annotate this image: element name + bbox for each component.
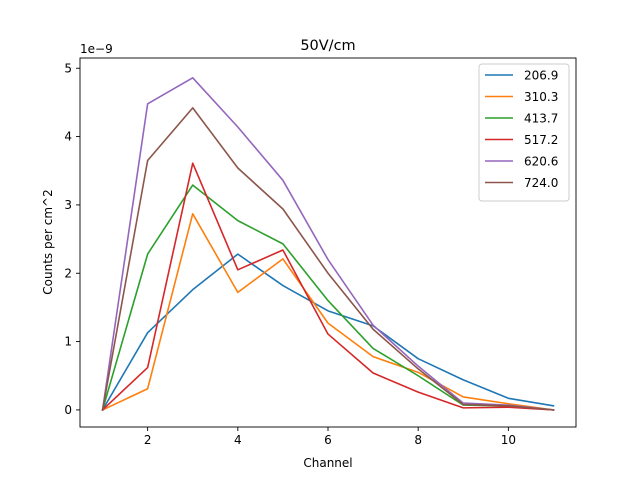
y-tick-label: 5 xyxy=(64,61,72,75)
chart-title: 50V/cm xyxy=(300,38,355,54)
x-tick-label: 2 xyxy=(144,433,152,447)
x-axis-label: Channel xyxy=(303,456,352,470)
legend-label-5: 724.0 xyxy=(524,176,558,190)
series-line-1 xyxy=(101,213,555,411)
legend-label-2: 413.7 xyxy=(524,112,558,126)
x-tick-label: 4 xyxy=(234,433,242,447)
y-axis-label: Counts per cm^2 xyxy=(41,189,55,294)
axes: 2 4 6 8 10 0 1 2 3 4 5 xyxy=(64,57,577,447)
series-line-5 xyxy=(101,107,555,411)
legend-label-4: 620.6 xyxy=(524,155,558,169)
y-tick-label: 2 xyxy=(64,266,72,280)
y-tick-label: 0 xyxy=(64,403,72,417)
legend-box xyxy=(478,63,570,202)
y-offset-text: 1e−9 xyxy=(80,42,113,56)
x-tick-label: 10 xyxy=(501,433,516,447)
x-tick-label: 6 xyxy=(324,433,332,447)
y-tick-label: 3 xyxy=(64,198,72,212)
legend-label-3: 517.2 xyxy=(524,133,558,147)
series-line-4 xyxy=(101,77,555,411)
legend: 206.9 310.3 413.7 517.2 620.6 724.0 xyxy=(478,63,570,202)
y-tick-label: 4 xyxy=(64,130,72,144)
series-line-0 xyxy=(101,253,555,412)
y-tick-label: 1 xyxy=(64,335,72,349)
series-line-3 xyxy=(101,162,555,412)
legend-label-0: 206.9 xyxy=(524,69,558,83)
x-tick-label: 8 xyxy=(414,433,422,447)
series-lines xyxy=(101,77,555,412)
legend-label-1: 310.3 xyxy=(524,90,558,104)
